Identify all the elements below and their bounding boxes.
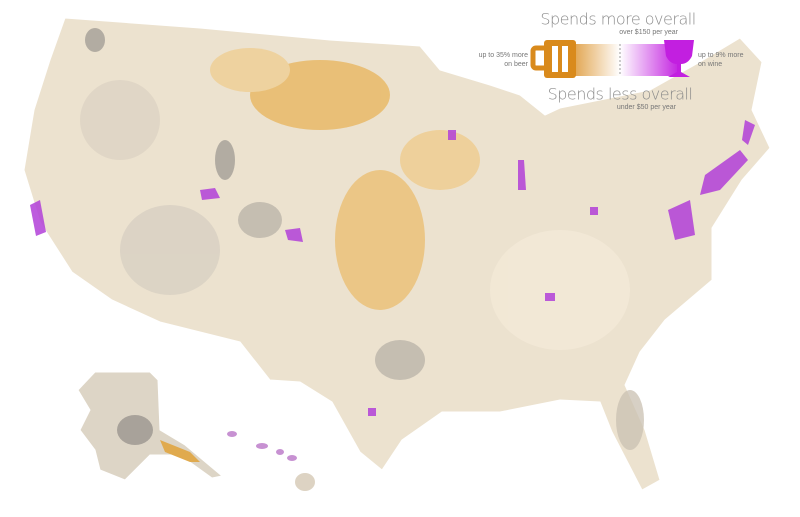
legend-bottom-title: Spends less overall bbox=[548, 85, 693, 104]
legend-left-label: up to 35% more bbox=[479, 52, 529, 59]
contiguous-us bbox=[23, 17, 771, 491]
legend-right-label: on wine bbox=[698, 61, 722, 68]
hawaii bbox=[227, 431, 315, 491]
wine-regions bbox=[30, 120, 755, 416]
legend-top-title: Spends more overall bbox=[540, 10, 695, 29]
wine-glass-icon bbox=[664, 40, 694, 77]
county-shading bbox=[80, 28, 644, 450]
alaska bbox=[77, 371, 224, 481]
legend-right-label: up to 9% more bbox=[698, 52, 744, 59]
legend: Spends more overall over $150 per year u… bbox=[479, 10, 744, 111]
legend-left-label: on beer bbox=[504, 61, 528, 68]
legend-bottom-subtitle: under $50 per year bbox=[617, 104, 677, 111]
legend-top-subtitle: over $150 per year bbox=[619, 29, 678, 36]
beer-mug-icon bbox=[530, 40, 576, 78]
